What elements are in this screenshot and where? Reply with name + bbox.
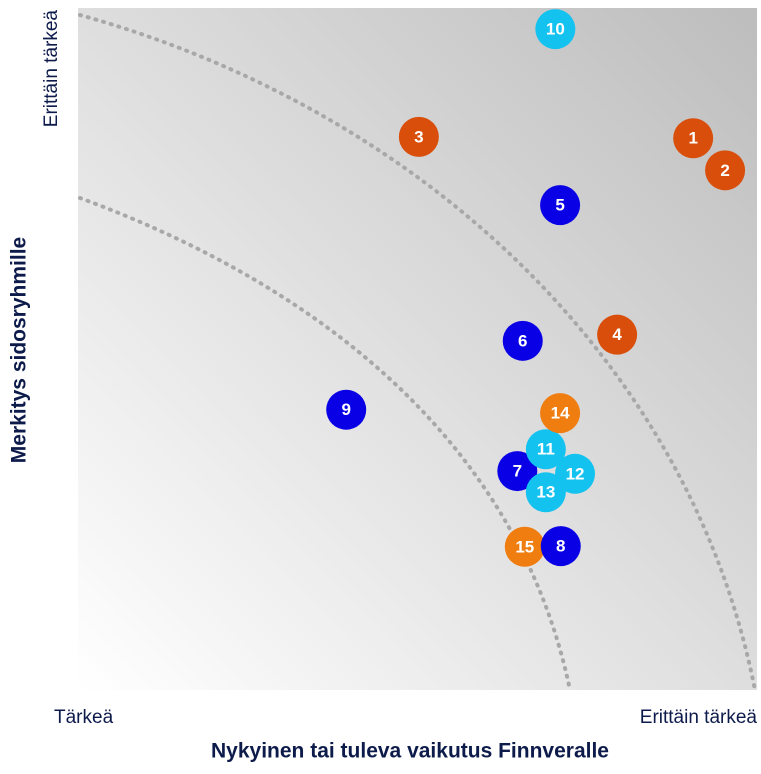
point-label: 13 <box>536 483 555 502</box>
point-label: 7 <box>513 462 522 481</box>
outer-curve <box>78 13 757 692</box>
point-label: 5 <box>555 196 564 215</box>
point <box>705 150 746 191</box>
point <box>555 453 596 494</box>
point <box>673 118 714 159</box>
x-tick-label: Erittäin tärkeä <box>640 707 758 728</box>
point <box>326 389 367 430</box>
point <box>540 393 581 434</box>
point-label: 9 <box>341 400 350 419</box>
y-tick-label: Erittäin tärkeä <box>41 10 62 128</box>
point <box>540 526 581 567</box>
point-label: 6 <box>518 331 527 350</box>
inner-curve <box>78 196 572 692</box>
point-label: 8 <box>556 537 565 556</box>
point-label: 14 <box>551 404 570 423</box>
x-tick-label: Tärkeä <box>54 707 114 728</box>
point-label: 11 <box>537 440 555 459</box>
point <box>497 451 538 492</box>
x-axis-title: Nykyinen tai tuleva vaikutus Finnveralle <box>211 740 609 763</box>
point <box>398 116 439 157</box>
point-label: 10 <box>546 20 565 39</box>
point-label: 1 <box>688 129 697 148</box>
point <box>525 429 566 470</box>
point <box>535 9 576 50</box>
y-axis-title: Merkitys sidosryhmille <box>8 237 31 463</box>
point <box>504 526 545 567</box>
point <box>540 185 581 226</box>
point <box>502 320 543 361</box>
point <box>597 314 638 355</box>
point-label: 3 <box>414 127 423 146</box>
point <box>525 472 566 513</box>
point-label: 12 <box>566 464 585 483</box>
point-label: 2 <box>720 161 729 180</box>
plot-background <box>78 8 757 690</box>
point-label: 4 <box>612 325 622 344</box>
point-label: 15 <box>515 537 534 556</box>
